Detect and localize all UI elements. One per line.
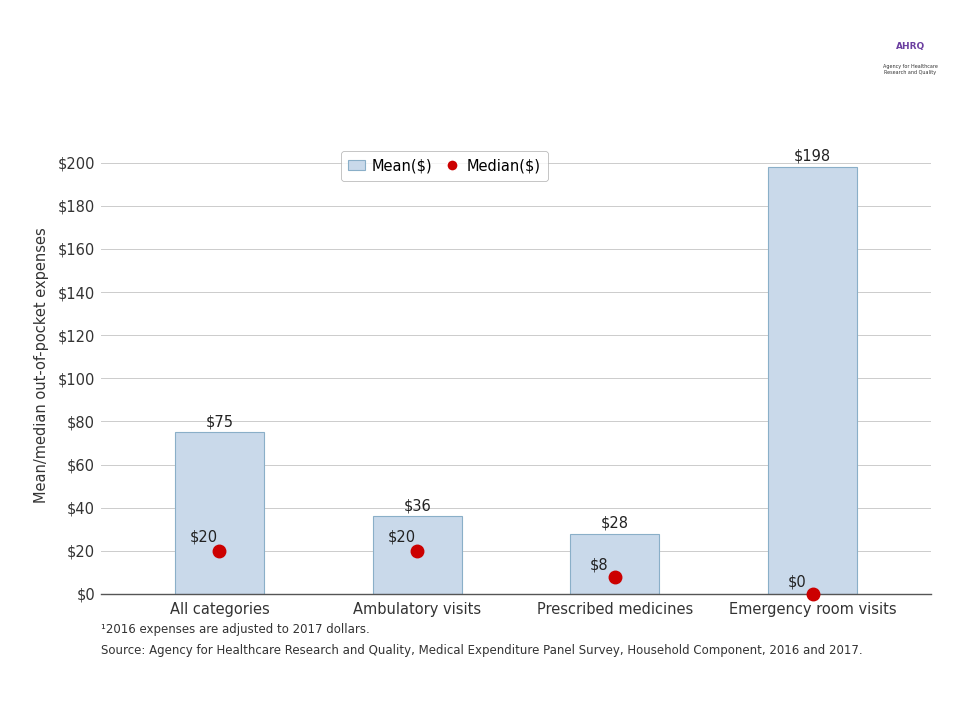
Bar xyxy=(570,534,660,594)
Legend: Mean($), Median($): Mean($), Median($) xyxy=(341,151,548,181)
Text: $0: $0 xyxy=(787,575,806,590)
Text: $8: $8 xyxy=(589,557,609,572)
Text: Figure 4. Mean and median annual out-of-pocket expenses¹ per person: Figure 4. Mean and median annual out-of-… xyxy=(65,32,818,51)
Text: Agency for Healthcare
Research and Quality: Agency for Healthcare Research and Quali… xyxy=(882,64,938,75)
Bar xyxy=(768,167,857,594)
Ellipse shape xyxy=(837,0,958,114)
Text: $75: $75 xyxy=(205,414,233,429)
Text: $28: $28 xyxy=(601,516,629,531)
Text: Source: Agency for Healthcare Research and Quality, Medical Expenditure Panel Su: Source: Agency for Healthcare Research a… xyxy=(101,644,862,657)
Bar xyxy=(175,432,264,594)
Y-axis label: Mean/median out-of-pocket expenses: Mean/median out-of-pocket expenses xyxy=(35,228,49,503)
Text: $20: $20 xyxy=(387,529,416,544)
Text: for influenza treatment by service type, 2016-17: for influenza treatment by service type,… xyxy=(184,76,699,94)
Text: AHRQ: AHRQ xyxy=(896,42,924,51)
Text: $198: $198 xyxy=(794,149,831,163)
Bar xyxy=(372,516,462,594)
Text: $36: $36 xyxy=(403,498,431,513)
Text: $20: $20 xyxy=(189,529,218,544)
Text: ¹2016 expenses are adjusted to 2017 dollars.: ¹2016 expenses are adjusted to 2017 doll… xyxy=(101,623,370,636)
